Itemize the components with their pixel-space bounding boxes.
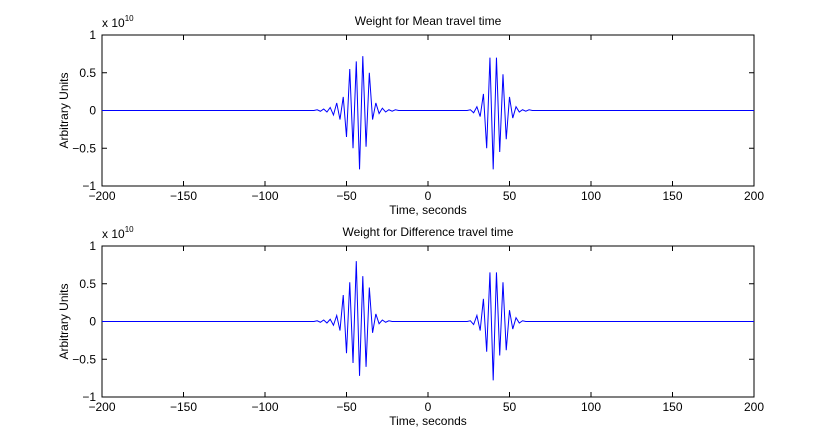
y-tick-label: −0.5: [72, 352, 96, 366]
y-exponent-label: x 1010: [102, 225, 134, 241]
y-exponent-label: x 1010: [102, 14, 134, 30]
y-axis-label: Arbitrary Units: [57, 283, 71, 359]
x-tick-label: 50: [503, 189, 517, 203]
y-tick-label: 0: [89, 315, 96, 329]
x-tick-label: −50: [336, 189, 357, 203]
x-tick-label: −150: [170, 400, 197, 414]
x-tick-label: 150: [662, 189, 682, 203]
chart-title: Weight for Mean travel time: [355, 14, 502, 28]
x-tick-label: −100: [251, 400, 278, 414]
x-tick-label: 0: [425, 189, 432, 203]
x-axis-label: Time, seconds: [389, 203, 467, 217]
y-tick-label: 0.5: [79, 277, 96, 291]
x-tick-label: −100: [251, 189, 278, 203]
x-tick-label: −150: [170, 189, 197, 203]
y-exponent-power: 10: [125, 225, 134, 234]
x-tick-label: −50: [336, 400, 357, 414]
series-line-weight: [102, 261, 754, 381]
y-exponent-power: 10: [125, 14, 134, 23]
chart-difference-travel-time: −200 −150 −100 −50 0 50 100 150 200 −1 −0.5 0 0.5 1 x …: [57, 225, 764, 428]
y-tick-label: 0.5: [79, 66, 96, 80]
y-tick-label: −1: [82, 390, 96, 404]
x-tick-label: 100: [581, 400, 601, 414]
x-tick-label: 150: [662, 400, 682, 414]
y-tick-label: −0.5: [72, 141, 96, 155]
y-tick-label: −1: [82, 179, 96, 193]
y-axis-label: Arbitrary Units: [57, 72, 71, 148]
y-exponent-base: x 10: [102, 227, 125, 241]
x-tick-label: −200: [88, 189, 115, 203]
y-tick-label: 1: [89, 239, 96, 253]
chart-mean-travel-time: −200 −150 −100 −50 0 50 100 150 200 −1 −0.5 0 0.5 1 x …: [57, 14, 764, 217]
y-tick-label: 0: [89, 104, 96, 118]
x-axis-label: Time, seconds: [389, 414, 467, 428]
x-tick-label: 50: [503, 400, 517, 414]
series-line-weight: [102, 56, 754, 170]
x-tick-label: 200: [744, 189, 764, 203]
x-tick-label: 200: [744, 400, 764, 414]
chart-title: Weight for Difference travel time: [343, 225, 514, 239]
y-exponent-base: x 10: [102, 16, 125, 30]
x-tick-label: 0: [425, 400, 432, 414]
x-tick-label: −200: [88, 400, 115, 414]
x-tick-label: 100: [581, 189, 601, 203]
y-tick-label: 1: [89, 28, 96, 42]
